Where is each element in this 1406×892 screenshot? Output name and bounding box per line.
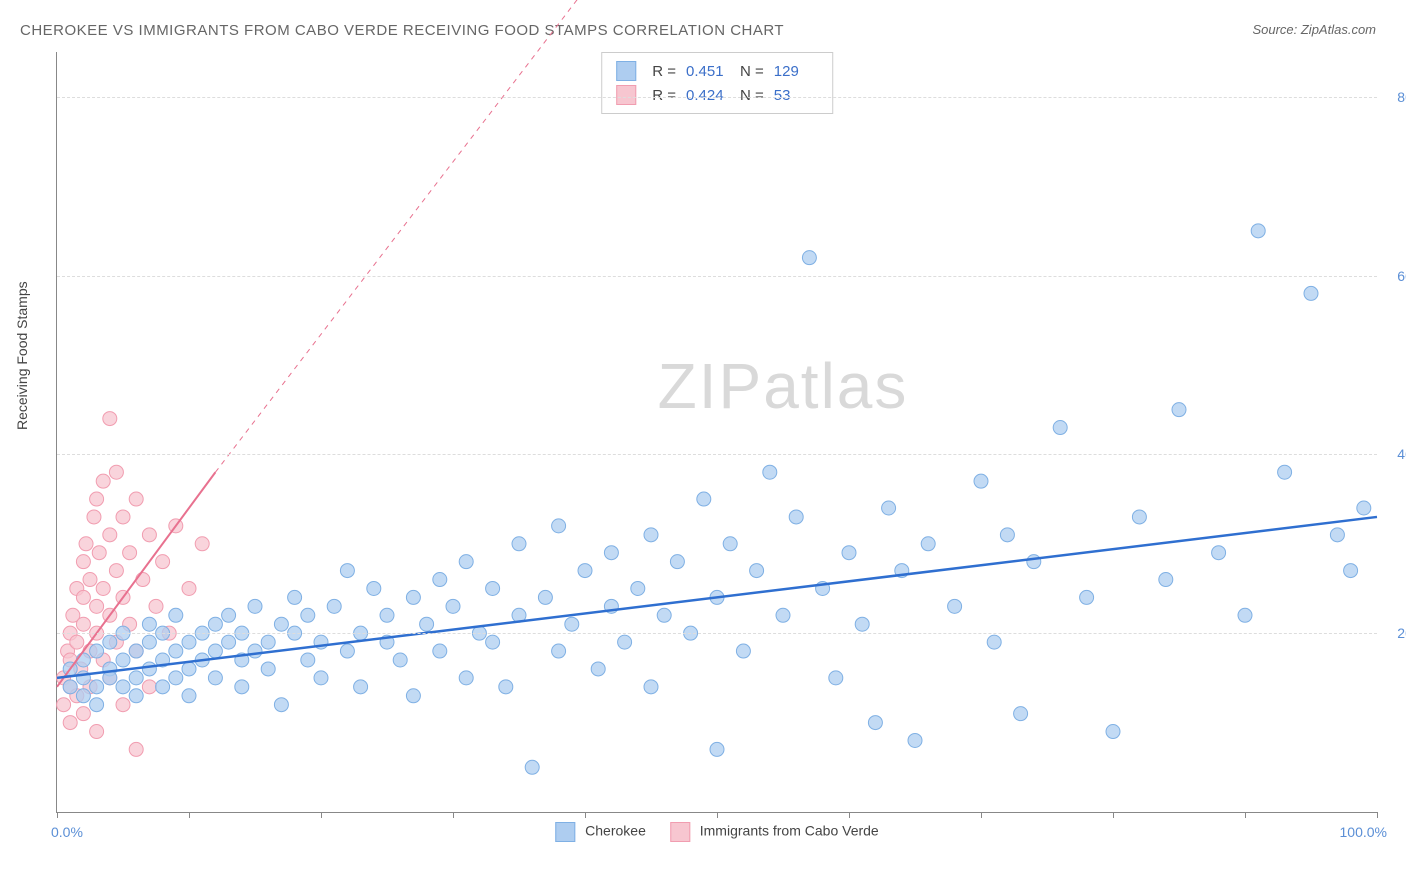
ytick-label: 40.0% [1387,446,1406,462]
ytick-label: 20.0% [1387,625,1406,641]
legend-label-2: Immigrants from Cabo Verde [700,823,879,839]
scatter-svg [57,52,1377,812]
ytick-label: 80.0% [1387,89,1406,105]
r-label: R = [652,63,676,80]
n-label: N = [740,63,764,80]
n-value-2: 53 [774,87,818,104]
chart-plot-area: ZIPatlas R = 0.451 N = 129 R = 0.424 N =… [56,52,1377,813]
r-value-1: 0.451 [686,63,730,80]
ytick-label: 60.0% [1387,268,1406,284]
legend-swatch-caboverde-icon [670,822,690,842]
legend-swatch-cherokee-icon [555,822,575,842]
legend-label-1: Cherokee [585,823,646,839]
bottom-legend: Cherokee Immigrants from Cabo Verde [555,822,878,842]
x-min-label: 0.0% [51,824,83,840]
y-axis-label: Receiving Food Stamps [14,281,30,430]
x-max-label: 100.0% [1340,824,1387,840]
n-label-2: N = [740,87,764,104]
r-value-2: 0.424 [686,87,730,104]
swatch-caboverde-icon [616,85,636,105]
n-value-1: 129 [774,63,818,80]
stats-legend-box: R = 0.451 N = 129 R = 0.424 N = 53 [601,52,833,114]
r-label-2: R = [652,87,676,104]
chart-title: CHEROKEE VS IMMIGRANTS FROM CABO VERDE R… [20,22,784,39]
source-label: Source: ZipAtlas.com [1252,22,1376,37]
swatch-cherokee-icon [616,61,636,81]
